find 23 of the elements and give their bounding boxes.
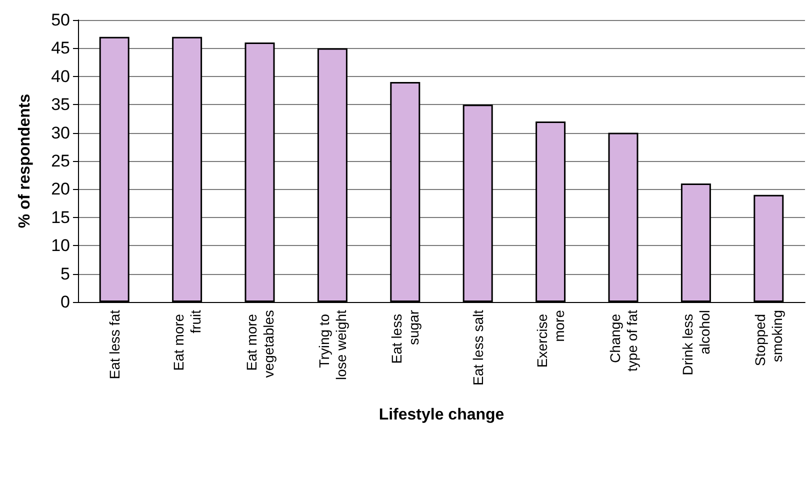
x-tick-label: Trying to lose weight [316, 310, 349, 380]
y-tick-label: 5 [60, 264, 70, 284]
y-tick-label: 15 [51, 208, 70, 227]
x-tick-label: Eat more vegetables [243, 310, 276, 378]
x-tick-label: Drink less alcohol [679, 310, 712, 376]
x-tick-label: Exercise more [534, 310, 568, 368]
y-tick-label: 10 [51, 236, 70, 256]
x-tick-label: Eat more fruit [170, 310, 204, 371]
y-tick-label: 20 [51, 180, 70, 199]
y-tick-label: 35 [51, 95, 70, 114]
y-tick-label: 0 [60, 292, 70, 312]
x-tick-label: Change type of fat [606, 310, 640, 372]
y-tick-label: 30 [51, 123, 70, 142]
y-tick-label: 40 [51, 66, 70, 86]
x-tick-label: Eat less salt [470, 310, 486, 386]
x-tick-label: Stopped smoking [752, 310, 786, 366]
y-tick-label: 25 [51, 152, 70, 170]
y-axis-title: % of respondents [16, 94, 34, 228]
y-tick-label: 50 [51, 10, 70, 30]
x-tick-label: Eat less sugar [388, 310, 422, 364]
x-axis-title: Lifestyle change [378, 406, 504, 424]
y-tick-label: 45 [51, 38, 70, 58]
x-tick-label: Eat less fat [106, 310, 122, 380]
